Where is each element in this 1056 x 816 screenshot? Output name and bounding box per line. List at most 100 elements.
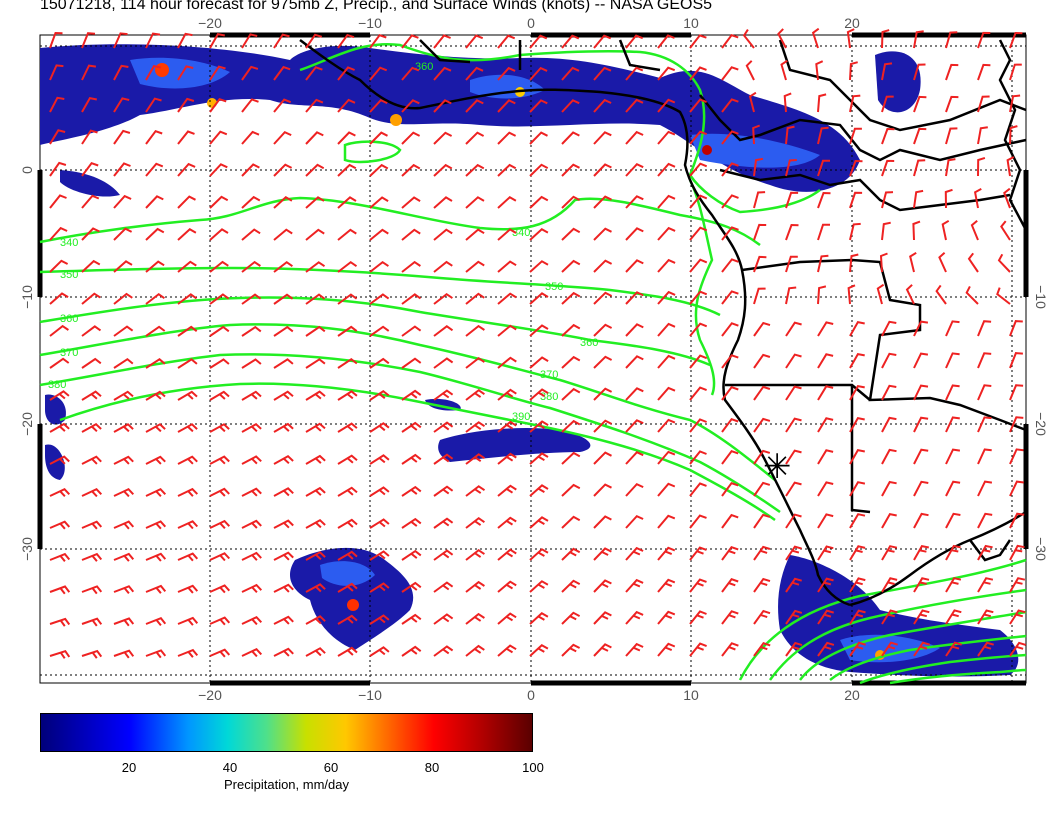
- wind-barb: [49, 357, 70, 369]
- wind-barb: [209, 616, 231, 626]
- wind-barb: [881, 448, 897, 465]
- wind-barb: [497, 612, 517, 625]
- coastline-sw-africa: [849, 510, 1027, 607]
- wind-barb: [721, 642, 739, 657]
- wind-barb: [721, 130, 739, 145]
- wind-barb: [465, 388, 485, 401]
- wind-barb: [81, 455, 102, 465]
- wind-barb: [817, 126, 829, 145]
- wind-barb: [561, 259, 581, 273]
- wind-barb: [593, 515, 612, 529]
- wind-barb: [145, 195, 164, 209]
- wind-barb: [337, 260, 358, 273]
- wind-barb: [593, 66, 612, 81]
- wind-barb: [913, 609, 930, 625]
- wind-barb: [753, 191, 766, 209]
- wind-barb: [945, 352, 960, 369]
- wind-barb: [849, 609, 866, 625]
- wind-barb: [657, 450, 676, 465]
- wind-barb: [657, 354, 676, 369]
- precip-hotspot: [702, 145, 712, 155]
- wind-barb: [913, 63, 926, 81]
- wind-barb: [817, 417, 834, 433]
- contour-340: [39, 196, 761, 247]
- wind-barb: [113, 455, 134, 465]
- wind-barb: [433, 517, 454, 529]
- wind-barb: [753, 577, 771, 593]
- wind-barb: [1009, 544, 1025, 561]
- wind-barb: [497, 484, 517, 497]
- wind-barb: [625, 34, 644, 49]
- wind-barb: [785, 513, 802, 529]
- wind-barb: [913, 384, 929, 401]
- contour-label-390: 390: [512, 411, 530, 423]
- wind-barb: [433, 163, 453, 177]
- wind-barb: [849, 253, 859, 273]
- precip-hotspot: [347, 599, 359, 611]
- wind-barb: [241, 551, 262, 561]
- wind-barb: [433, 196, 453, 209]
- wind-barb: [401, 645, 422, 657]
- wind-barb: [497, 292, 517, 305]
- wind-barb: [177, 260, 197, 273]
- wind-barb: [657, 610, 676, 625]
- wind-barb: [625, 66, 644, 81]
- wind-barb: [881, 512, 897, 529]
- wind-barb: [625, 227, 644, 241]
- wind-barb: [753, 609, 771, 625]
- wind-barb: [209, 228, 229, 241]
- wind-barb: [753, 223, 767, 241]
- wind-barb: [81, 325, 102, 337]
- wind-barb: [941, 219, 950, 241]
- wind-barb: [913, 95, 927, 113]
- wind-barb: [657, 578, 676, 593]
- wind-barb: [401, 549, 422, 561]
- wind-barb: [753, 449, 771, 465]
- wind-barb: [977, 544, 993, 561]
- wind-barb: [913, 512, 929, 529]
- lon-tick-top: 20: [844, 15, 860, 31]
- wind-barb: [785, 449, 802, 465]
- wind-barb: [209, 195, 229, 209]
- wind-barb: [742, 29, 755, 49]
- wind-barbs: [49, 27, 1027, 659]
- wind-barb: [273, 228, 293, 241]
- wind-barb: [337, 293, 358, 305]
- wind-barb: [241, 487, 262, 497]
- wind-barb: [49, 259, 69, 273]
- wind-barb: [817, 93, 827, 113]
- wind-barb: [881, 320, 897, 337]
- colorbar-tick: 60: [323, 760, 339, 775]
- wind-barb: [497, 420, 517, 433]
- wind-barb: [593, 483, 612, 497]
- wind-barb: [881, 641, 898, 657]
- wind-barb: [753, 353, 771, 369]
- wind-barb: [177, 195, 196, 209]
- wind-barb: [593, 355, 613, 369]
- wind-barb: [913, 159, 926, 177]
- wind-barb: [433, 325, 454, 337]
- wind-barb: [1009, 416, 1024, 433]
- wind-barb: [177, 390, 198, 401]
- wind-barb: [625, 259, 644, 273]
- wind-barb: [113, 325, 134, 337]
- wind-barb: [529, 324, 549, 337]
- wind-barb: [935, 284, 947, 305]
- wind-barb: [81, 292, 101, 305]
- wind-barb: [81, 487, 103, 498]
- wind-barb: [977, 126, 988, 145]
- wind-barb: [113, 227, 133, 241]
- wind-barb: [113, 162, 131, 177]
- wind-barb: [593, 98, 612, 113]
- wind-barb: [529, 131, 548, 145]
- lat-tick-left: 0: [19, 166, 35, 174]
- contour-360: [39, 296, 711, 367]
- wind-barb: [369, 550, 390, 561]
- wind-barb: [49, 487, 71, 497]
- contour-380: [39, 353, 781, 514]
- wind-barb: [369, 131, 388, 145]
- wind-barb: [625, 482, 644, 497]
- lon-tick-bottom: 10: [683, 687, 699, 703]
- wind-barb: [721, 258, 739, 273]
- wind-barb: [909, 251, 917, 273]
